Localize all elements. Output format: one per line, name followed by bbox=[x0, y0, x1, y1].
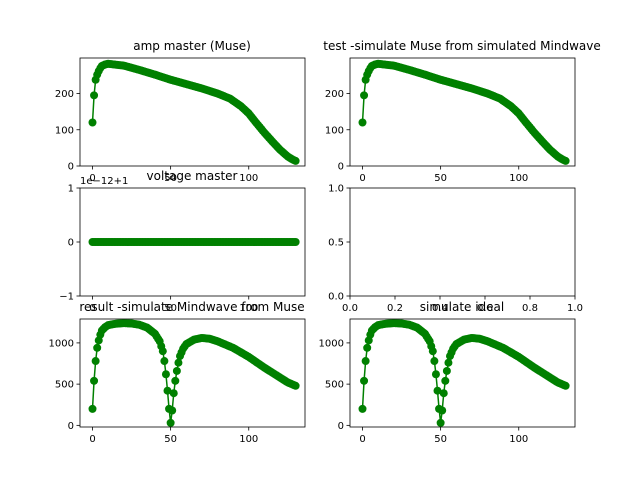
x-tick-label: 0.8 bbox=[522, 303, 538, 314]
y-tick-label: 200 bbox=[55, 89, 74, 100]
x-tick-label: 0 bbox=[89, 434, 95, 445]
y-tick-label: 0 bbox=[338, 421, 344, 432]
data-point bbox=[88, 118, 97, 127]
x-tick-label: 50 bbox=[434, 434, 447, 445]
data-point bbox=[358, 404, 367, 413]
x-tick-label: 0.6 bbox=[477, 303, 493, 314]
y-tick-label: −1 bbox=[59, 292, 74, 303]
x-tick-label: 100 bbox=[239, 173, 258, 184]
x-tick-label: 50 bbox=[164, 173, 177, 184]
chart-title: amp master (Muse) bbox=[133, 39, 251, 53]
x-tick-label: 100 bbox=[239, 303, 258, 314]
x-tick-label: 0 bbox=[359, 434, 365, 445]
data-point bbox=[158, 347, 167, 356]
data-point bbox=[361, 357, 370, 366]
data-point bbox=[163, 386, 172, 395]
data-point bbox=[169, 389, 178, 398]
data-point bbox=[431, 370, 440, 379]
axes-frame bbox=[79, 57, 306, 167]
data-point bbox=[88, 404, 97, 413]
data-point bbox=[433, 386, 442, 395]
data-point bbox=[360, 91, 369, 100]
panel-empty: 0.0 0.2 0.4 0.6 0.8 1.0 0.0 0.5 1.0 bbox=[328, 184, 583, 315]
x-tick-label: 50 bbox=[164, 434, 177, 445]
y-tick-label: 1.0 bbox=[328, 184, 344, 195]
x-tick-label: 100 bbox=[509, 173, 528, 184]
y-tick-label: 1000 bbox=[49, 338, 74, 349]
chart-title: result -simulate Mindwave from Muse bbox=[79, 300, 304, 314]
axes-frame bbox=[79, 318, 306, 428]
data-point bbox=[90, 91, 99, 100]
data-point bbox=[561, 381, 570, 390]
x-tick-label: 0.2 bbox=[387, 303, 403, 314]
data-point bbox=[363, 343, 372, 352]
data-point bbox=[166, 418, 175, 427]
series-line bbox=[361, 63, 566, 162]
data-point bbox=[358, 118, 367, 127]
data-point bbox=[442, 366, 451, 375]
data-point bbox=[436, 418, 445, 427]
axes-frame bbox=[349, 187, 576, 297]
data-point bbox=[441, 376, 450, 385]
y-tick-label: 100 bbox=[55, 125, 74, 136]
panel-voltage-master: 0 50 100 −1 0 1 1e−12+1 voltage master bbox=[59, 169, 306, 314]
y-tick-label: 100 bbox=[325, 125, 344, 136]
x-tick-label: 0 bbox=[89, 173, 95, 184]
data-point bbox=[439, 389, 448, 398]
y-tick-label: 0 bbox=[68, 162, 74, 173]
x-tick-label: 100 bbox=[509, 434, 528, 445]
y-tick-label: 500 bbox=[325, 380, 344, 391]
y-tick-label: 200 bbox=[325, 89, 344, 100]
data-point bbox=[438, 406, 447, 415]
data-point bbox=[444, 358, 453, 367]
y-tick-label: 0 bbox=[68, 421, 74, 432]
chart-title: voltage master bbox=[147, 169, 238, 183]
chart-title: simulate ideal bbox=[420, 300, 505, 314]
panel-amp-master: 0 50 100 0 100 200 amp master (Muse) bbox=[55, 39, 306, 184]
data-point bbox=[360, 376, 369, 385]
data-point bbox=[91, 357, 100, 366]
series-line bbox=[91, 63, 296, 162]
x-tick-label: 50 bbox=[164, 303, 177, 314]
data-point bbox=[171, 376, 180, 385]
x-tick-label: 0.4 bbox=[432, 303, 448, 314]
data-point bbox=[428, 347, 437, 356]
y-tick-label: 0 bbox=[338, 162, 344, 173]
y-tick-label: 0.5 bbox=[328, 238, 344, 249]
data-point bbox=[430, 357, 439, 366]
x-tick-label: 0 bbox=[359, 173, 365, 184]
data-point bbox=[90, 376, 99, 385]
x-tick-label: 0.0 bbox=[342, 303, 358, 314]
x-tick-label: 50 bbox=[434, 173, 447, 184]
y-tick-label: 0.0 bbox=[328, 292, 344, 303]
offset-label: 1e−12+1 bbox=[80, 176, 128, 187]
chart-title: test -simulate Muse from simulated Mindw… bbox=[323, 39, 600, 53]
data-point bbox=[174, 358, 183, 367]
x-tick-label: 100 bbox=[239, 434, 258, 445]
y-tick-label: 0 bbox=[68, 238, 74, 249]
panel-test-simulate-muse: 0 50 100 0 100 200 test -simulate Muse from si… bbox=[323, 39, 600, 184]
y-tick-label: 1 bbox=[68, 184, 74, 195]
data-point bbox=[291, 156, 300, 165]
y-tick-label: 1000 bbox=[319, 338, 344, 349]
data-point bbox=[172, 366, 181, 375]
x-tick-label: 0 bbox=[89, 303, 95, 314]
y-tick-label: 500 bbox=[55, 380, 74, 391]
axes-frame bbox=[349, 57, 576, 167]
data-point bbox=[161, 370, 170, 379]
data-point bbox=[291, 381, 300, 390]
data-point bbox=[291, 238, 300, 246]
data-point bbox=[93, 343, 102, 352]
axes-frame bbox=[349, 318, 576, 428]
data-point bbox=[168, 406, 177, 415]
data-point bbox=[561, 156, 570, 165]
x-tick-label: 1.0 bbox=[567, 303, 583, 314]
data-point bbox=[160, 357, 169, 366]
